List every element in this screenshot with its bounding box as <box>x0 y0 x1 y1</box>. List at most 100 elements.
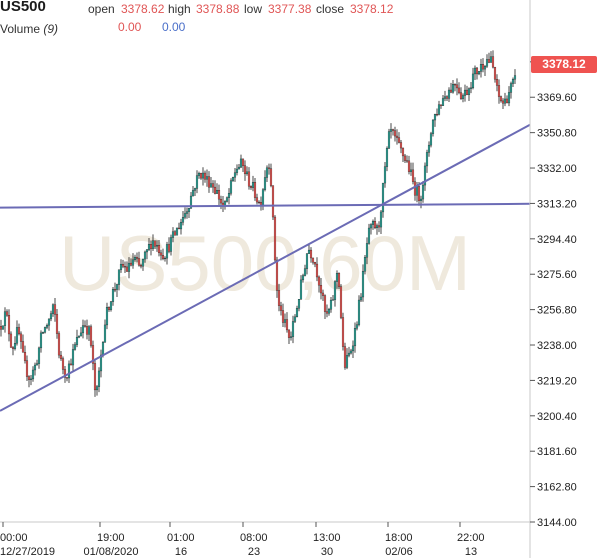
candle[interactable] <box>473 65 477 81</box>
candle[interactable] <box>463 84 467 102</box>
candle[interactable] <box>25 355 29 381</box>
candle[interactable] <box>325 304 329 318</box>
candle[interactable] <box>121 259 125 269</box>
candle[interactable] <box>139 263 143 269</box>
candle[interactable] <box>333 280 337 307</box>
candle[interactable] <box>499 95 503 103</box>
candle[interactable] <box>397 132 401 144</box>
candle[interactable] <box>229 178 233 196</box>
candle[interactable] <box>23 345 27 364</box>
candle[interactable] <box>239 154 243 168</box>
candle[interactable] <box>483 65 487 77</box>
candle[interactable] <box>7 309 11 342</box>
candle[interactable] <box>57 331 61 359</box>
candle[interactable] <box>363 254 367 275</box>
candle[interactable] <box>457 82 461 95</box>
candle[interactable] <box>395 129 399 145</box>
candle[interactable] <box>29 374 33 386</box>
candle[interactable] <box>43 326 47 334</box>
candle[interactable] <box>447 87 451 102</box>
candle[interactable] <box>149 240 153 256</box>
candle[interactable] <box>259 196 263 211</box>
candle[interactable] <box>275 256 279 298</box>
candle[interactable] <box>471 67 475 90</box>
candle[interactable] <box>39 330 43 353</box>
candle[interactable] <box>37 346 41 369</box>
candle[interactable] <box>307 243 311 254</box>
candle[interactable] <box>79 326 83 337</box>
candle[interactable] <box>283 313 287 328</box>
candle[interactable] <box>441 94 445 106</box>
candle[interactable] <box>133 254 137 262</box>
candle[interactable] <box>383 161 387 188</box>
candle[interactable] <box>203 170 207 183</box>
candle[interactable] <box>357 295 361 327</box>
candle[interactable] <box>331 295 335 301</box>
candle[interactable] <box>45 323 49 330</box>
candle[interactable] <box>285 312 289 333</box>
candle[interactable] <box>47 318 51 331</box>
candle[interactable] <box>489 51 493 63</box>
candle[interactable] <box>61 356 65 375</box>
candle[interactable] <box>421 181 425 203</box>
candle[interactable] <box>187 207 191 219</box>
candle[interactable] <box>73 342 77 351</box>
candle[interactable] <box>409 162 413 176</box>
candle[interactable] <box>345 348 349 370</box>
candle[interactable] <box>85 319 89 340</box>
candle[interactable] <box>343 342 347 370</box>
candle[interactable] <box>269 163 273 188</box>
candle[interactable] <box>0 319 3 337</box>
candle[interactable] <box>83 320 87 328</box>
candle[interactable] <box>353 322 357 353</box>
candle[interactable] <box>311 257 315 265</box>
candle[interactable] <box>455 78 459 96</box>
candle[interactable] <box>407 155 411 175</box>
candle[interactable] <box>105 302 109 330</box>
candle[interactable] <box>153 240 157 249</box>
candle[interactable] <box>475 66 479 80</box>
candle[interactable] <box>303 264 307 277</box>
candle[interactable] <box>429 131 433 148</box>
candle[interactable] <box>115 283 119 298</box>
candle[interactable] <box>481 58 485 73</box>
candle[interactable] <box>317 275 321 293</box>
candle[interactable] <box>287 329 291 345</box>
candle[interactable] <box>77 335 81 339</box>
candle[interactable] <box>89 324 93 348</box>
candle[interactable] <box>131 253 135 269</box>
candle[interactable] <box>267 163 271 175</box>
candle[interactable] <box>227 188 231 205</box>
candle[interactable] <box>417 181 421 206</box>
candle[interactable] <box>465 85 469 96</box>
candle[interactable] <box>91 340 95 371</box>
candle[interactable] <box>3 307 7 333</box>
candle[interactable] <box>217 184 221 206</box>
candle[interactable] <box>219 195 223 210</box>
candle[interactable] <box>487 52 491 64</box>
candle[interactable] <box>225 196 229 203</box>
candle[interactable] <box>55 308 59 339</box>
candle[interactable] <box>301 273 305 283</box>
candle[interactable] <box>477 71 481 76</box>
candle[interactable] <box>155 240 159 252</box>
candle[interactable] <box>375 223 379 235</box>
candle[interactable] <box>209 176 213 188</box>
candle[interactable] <box>67 360 71 384</box>
candle[interactable] <box>443 90 447 102</box>
candle[interactable] <box>503 92 507 107</box>
candle[interactable] <box>389 123 393 139</box>
candle[interactable] <box>427 141 431 157</box>
candle[interactable] <box>329 296 333 313</box>
candle[interactable] <box>109 300 113 312</box>
candle[interactable] <box>195 170 199 194</box>
candle[interactable] <box>439 104 443 109</box>
candle[interactable] <box>493 66 497 83</box>
candle[interactable] <box>321 289 325 301</box>
candle[interactable] <box>361 264 365 302</box>
candle[interactable] <box>393 126 397 142</box>
candle[interactable] <box>469 82 473 94</box>
candle[interactable] <box>49 310 53 322</box>
candle[interactable] <box>467 87 471 102</box>
